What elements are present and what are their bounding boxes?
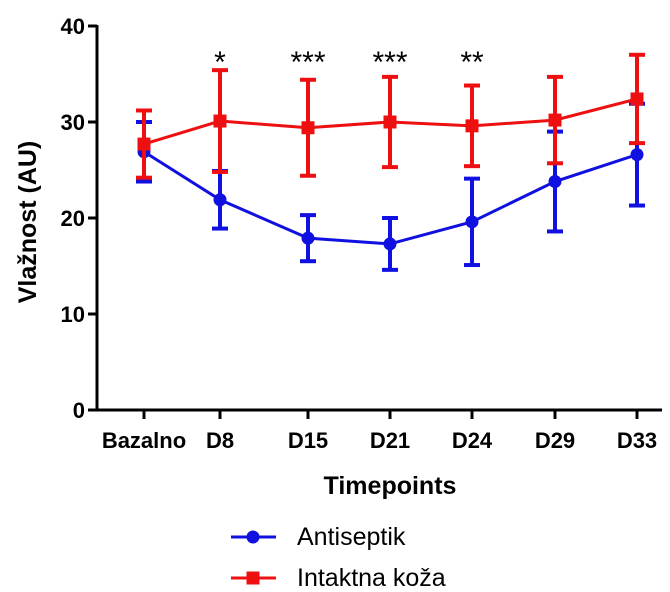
data-point: [301, 231, 315, 245]
data-point: [137, 137, 151, 151]
legend-label: Intaktna koža: [297, 564, 446, 592]
y-axis: 0 10 20 30 40: [61, 14, 99, 423]
x-axis: Bazalno D8 D15 D21 D24 D29 D33: [95, 408, 662, 453]
y-tick-label: 40: [61, 14, 85, 39]
x-tick-label: D33: [617, 428, 657, 453]
series-intaktna-koza: [136, 52, 645, 180]
data-point: [213, 114, 227, 128]
legend-item: Antiseptik: [231, 523, 406, 551]
y-tick-label: 30: [61, 110, 85, 135]
x-tick-label: D8: [206, 428, 234, 453]
data-point: [465, 215, 479, 229]
significance-marker: *: [214, 46, 226, 79]
x-tick-label: Bazalno: [102, 428, 186, 453]
data-point: [630, 92, 644, 106]
series-layer: [136, 52, 645, 272]
x-tick-label: D21: [370, 428, 410, 453]
x-axis-title: Timepoints: [324, 472, 457, 500]
data-point: [383, 237, 397, 251]
legend-marker: [246, 530, 260, 544]
y-tick-label: 0: [73, 398, 85, 423]
legend-marker: [246, 571, 260, 585]
significance-marker: **: [460, 46, 484, 79]
x-tick-label: D24: [452, 428, 493, 453]
data-point: [301, 121, 315, 135]
legend-item: Intaktna koža: [231, 564, 446, 592]
y-axis-title: Vlažnost (AU): [14, 141, 42, 304]
significance-marker: ***: [372, 46, 407, 79]
legend-label: Antiseptik: [297, 523, 406, 551]
y-tick-label: 10: [61, 302, 85, 327]
x-tick-label: D15: [288, 428, 328, 453]
legend: Antiseptik Intaktna koža: [231, 523, 446, 592]
y-tick-label: 20: [61, 206, 85, 231]
significance-marker: ***: [290, 46, 325, 79]
data-point: [213, 193, 227, 207]
data-point: [630, 148, 644, 162]
data-point: [383, 115, 397, 129]
significance-layer: * *** *** **: [214, 46, 484, 79]
x-tick-label: D29: [535, 428, 575, 453]
data-point: [548, 175, 562, 189]
data-point: [548, 113, 562, 127]
data-point: [465, 119, 479, 133]
